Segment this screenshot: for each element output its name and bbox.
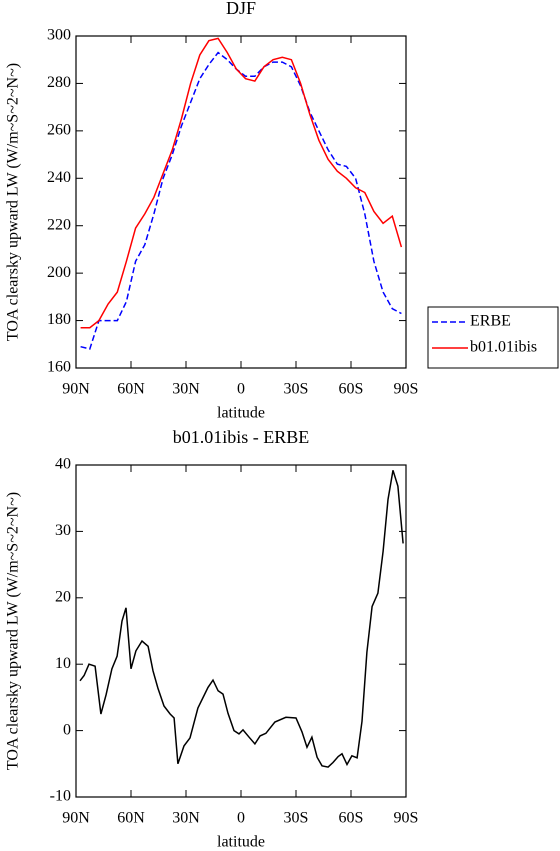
y-tick-label: 10 — [55, 655, 71, 672]
x-tick-label: 60S — [339, 810, 364, 827]
x-tick-label: 30S — [284, 810, 309, 827]
x-tick-label: 0 — [237, 810, 245, 827]
x-tick-label: 30S — [284, 381, 309, 398]
data-line — [80, 51, 402, 350]
x-tick-label: 30N — [172, 381, 200, 398]
y-tick-label: 180 — [47, 311, 71, 328]
x-tick-label: 60S — [339, 381, 364, 398]
x-tick-label: 60N — [117, 381, 145, 398]
plot-frame — [75, 35, 407, 369]
legend-box — [427, 306, 559, 369]
y-tick-label: 240 — [47, 169, 71, 186]
data-line — [79, 470, 404, 768]
y-tick-label: 40 — [55, 456, 71, 473]
data-line — [80, 37, 403, 329]
x-axis-label: latitude — [217, 834, 265, 851]
x-tick-label: 30N — [172, 810, 200, 827]
legend-label: ERBE — [470, 313, 511, 330]
y-tick-label: 20 — [55, 588, 71, 605]
x-tick-label: 90N — [62, 810, 90, 827]
x-tick-label: 90S — [394, 810, 419, 827]
y-axis-label: TOA clearsky upward LW (W/m~S~2~N~) — [5, 492, 22, 770]
legend-label: b01.01ibis — [470, 339, 537, 356]
y-tick-label: 0 — [63, 721, 71, 738]
plot-frame — [75, 464, 407, 798]
y-tick-label: 280 — [47, 74, 71, 91]
y-tick-label: 220 — [47, 216, 71, 233]
y-tick-label: 300 — [47, 27, 71, 44]
x-tick-label: 60N — [117, 810, 145, 827]
y-tick-label: 260 — [47, 122, 71, 139]
chart-title: DJF — [226, 0, 256, 18]
y-tick-label: 160 — [47, 359, 71, 376]
chart-title: b01.01ibis - ERBE — [173, 427, 310, 447]
y-axis-label: TOA clearsky upward LW (W/m~S~2~N~) — [5, 63, 22, 341]
x-axis-label: latitude — [217, 405, 265, 422]
y-tick-label: -10 — [50, 788, 71, 805]
x-tick-label: 0 — [237, 381, 245, 398]
x-tick-label: 90S — [394, 381, 419, 398]
y-tick-label: 30 — [55, 522, 71, 539]
x-tick-label: 90N — [62, 381, 90, 398]
y-tick-label: 200 — [47, 264, 71, 281]
